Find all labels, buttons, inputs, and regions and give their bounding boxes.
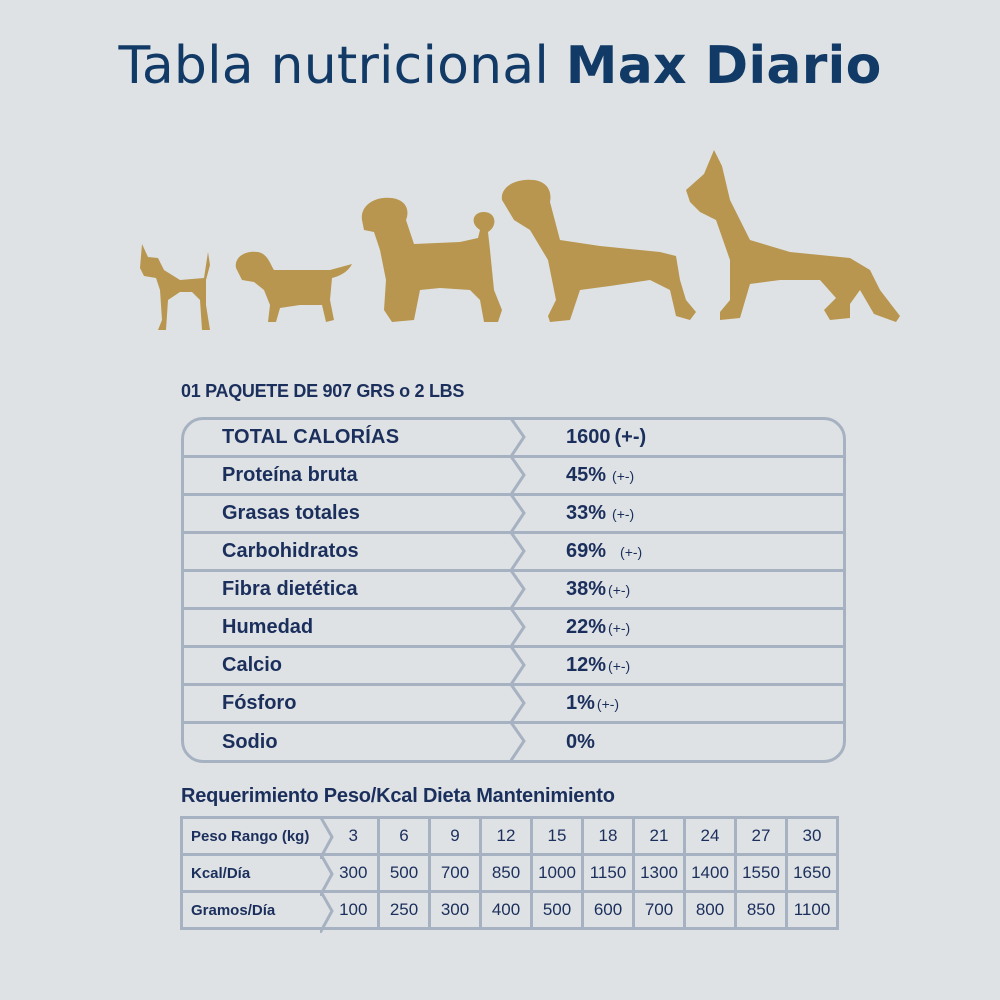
chevron-right-icon [510, 420, 526, 458]
table-cell: 700 [632, 890, 686, 930]
table-cell: 500 [530, 890, 584, 930]
rottweiler-icon [501, 179, 696, 322]
table-cell: 250 [377, 890, 431, 930]
table-cell: 30 [785, 816, 839, 856]
nutrition-row-sodium: Sodio 0% [184, 721, 843, 760]
table-cell: 850 [734, 890, 788, 930]
nutrient-label: Carbohidratos [222, 540, 359, 562]
nutrient-label: TOTAL CALORÍAS [222, 426, 400, 448]
table-cell: 1400 [683, 853, 737, 893]
table-cell: 700 [428, 853, 482, 893]
table-row-kcal: Kcal/Día 300 500 700 850 1000 1150 1300 … [180, 853, 839, 896]
table-cell: 15 [530, 816, 584, 856]
table-cell: 600 [581, 890, 635, 930]
nutrient-value: 22% (+-) [566, 616, 631, 638]
table-cell: 300 [329, 853, 380, 893]
table-cell: 6 [377, 816, 431, 856]
table-cell: 1550 [734, 853, 788, 893]
nutrient-value: 0% [566, 731, 595, 753]
nutrient-value: 1600 (+-) [566, 426, 647, 448]
chevron-right-icon [319, 890, 334, 933]
nutrient-label: Sodio [222, 731, 278, 753]
nutrient-value: 1% (+-) [566, 692, 620, 714]
nutrient-label: Proteína bruta [222, 464, 358, 486]
nutrition-table: TOTAL CALORÍAS 1600 (+-) Proteína bruta 4… [181, 417, 846, 763]
table-cell: 1000 [530, 853, 584, 893]
nutrient-label: Humedad [222, 616, 314, 638]
nutrition-row-calcium: Calcio 12% (+-) [184, 645, 843, 686]
table-cell: 800 [683, 890, 737, 930]
title-brand: Max Diario [565, 36, 882, 96]
table-cell: 500 [377, 853, 431, 893]
row-header: Peso Rango (kg) [180, 816, 334, 859]
table-cell: 18 [581, 816, 635, 856]
package-label: 01 PAQUETE DE 907 GRS o 2 LBS [181, 381, 465, 401]
table-cell: 24 [683, 816, 737, 856]
table-cell: 3 [329, 816, 380, 856]
nutrient-value: 45% (+-) [566, 464, 635, 486]
table-cell: 850 [479, 853, 533, 893]
nutrient-label: Fósforo [222, 692, 297, 714]
requirement-title: Requerimiento Peso/Kcal Dieta Mantenimie… [181, 785, 615, 807]
row-header: Kcal/Día [180, 853, 334, 896]
table-cell: 100 [329, 890, 380, 930]
nutrient-value: 69% (+-) [566, 540, 643, 562]
table-cell: 9 [428, 816, 482, 856]
german-shepherd-icon [686, 150, 900, 322]
title-prefix: Tabla nutricional [118, 36, 550, 96]
nutrient-value: 38% (+-) [566, 578, 631, 600]
table-cell: 1650 [785, 853, 839, 893]
chevron-right-icon [319, 816, 334, 859]
table-cell: 400 [479, 890, 533, 930]
nutrition-row-protein: Proteína bruta 45% (+-) [184, 455, 843, 496]
table-row-grams: Gramos/Día 100 250 300 400 500 600 700 8… [180, 890, 839, 933]
nutrition-row-fiber: Fibra dietética 38% (+-) [184, 569, 843, 610]
row-header: Gramos/Día [180, 890, 334, 933]
requirement-table: Peso Rango (kg) 3 6 9 12 15 18 21 24 27 … [180, 816, 839, 933]
terrier-icon [235, 251, 352, 322]
chevron-right-icon [510, 645, 526, 686]
nutrient-label: Fibra dietética [222, 578, 358, 600]
chihuahua-icon [140, 244, 210, 330]
table-cell: 300 [428, 890, 482, 930]
nutrient-label: Grasas totales [222, 502, 360, 524]
nutrition-row-total-calories: TOTAL CALORÍAS 1600 (+-) [184, 420, 843, 458]
nutrient-value: 12% (+-) [566, 654, 631, 676]
page-title: Tabla nutricional Max Diario [0, 36, 1000, 96]
table-cell: 21 [632, 816, 686, 856]
nutrition-row-moisture: Humedad 22% (+-) [184, 607, 843, 648]
nutrition-row-carbohydrates: Carbohidratos 69% (+-) [184, 531, 843, 572]
nutrition-row-phosphorus: Fósforo 1% (+-) [184, 683, 843, 724]
table-cell: 1100 [785, 890, 839, 930]
chevron-right-icon [510, 531, 526, 572]
chevron-right-icon [510, 683, 526, 724]
chevron-right-icon [510, 721, 526, 760]
chevron-right-icon [319, 853, 334, 896]
nutrient-value: 33% (+-) [566, 502, 635, 524]
chevron-right-icon [510, 569, 526, 610]
poodle-icon [361, 197, 502, 322]
table-cell: 12 [479, 816, 533, 856]
nutrient-label: Calcio [222, 654, 283, 676]
nutrition-row-fats: Grasas totales 33% (+-) [184, 493, 843, 534]
table-row-weight: Peso Rango (kg) 3 6 9 12 15 18 21 24 27 … [180, 816, 839, 859]
table-cell: 27 [734, 816, 788, 856]
chevron-right-icon [510, 493, 526, 534]
chevron-right-icon [510, 607, 526, 648]
table-cell: 1300 [632, 853, 686, 893]
chevron-right-icon [510, 455, 526, 496]
table-cell: 1150 [581, 853, 635, 893]
dog-silhouettes-icon [130, 140, 910, 340]
